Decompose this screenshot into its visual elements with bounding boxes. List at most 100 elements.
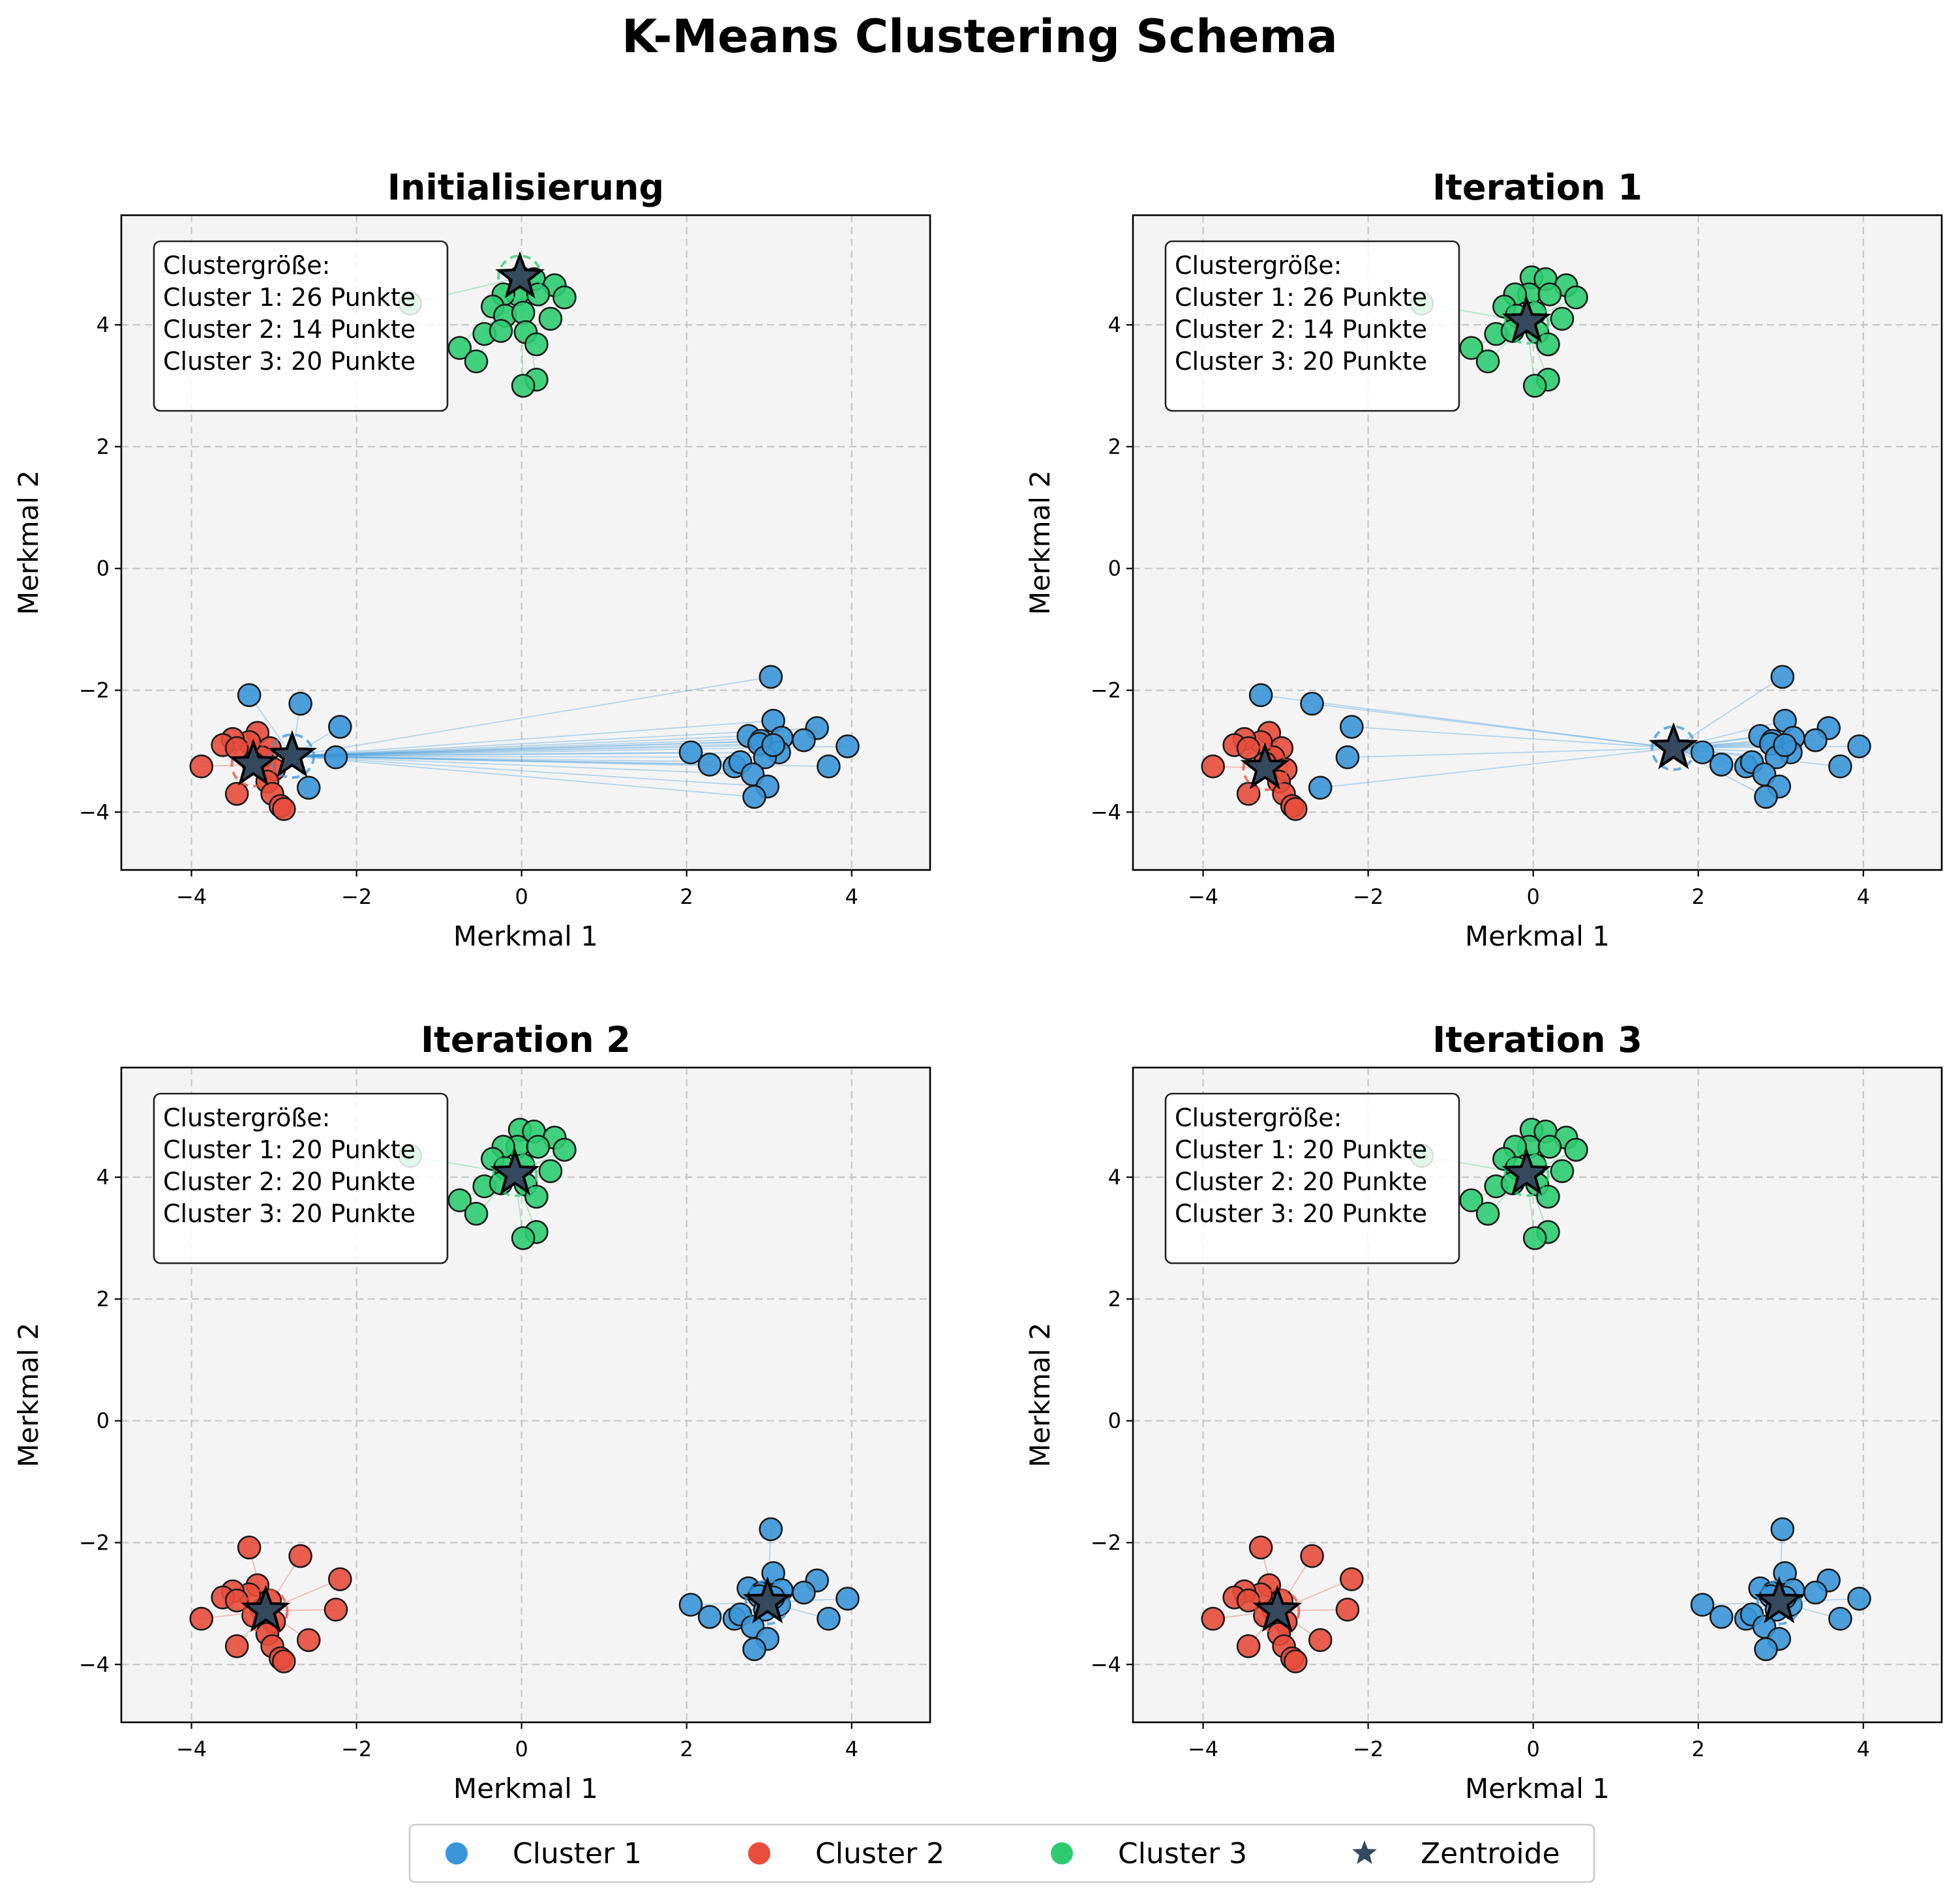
centroid-star-icon — [490, 1148, 540, 1195]
data-point — [1564, 285, 1588, 310]
info-box-line: Cluster 2: 20 Punkte — [1175, 1167, 1427, 1196]
y-tick-label: 2 — [1108, 434, 1121, 459]
centroid-halo — [1242, 745, 1288, 792]
assignment-line — [292, 751, 691, 757]
data-point — [678, 1593, 703, 1617]
assignment-line — [1261, 695, 1674, 749]
x-tick-label: 4 — [1857, 1737, 1870, 1761]
axes-frame — [120, 214, 931, 871]
data-point — [1770, 665, 1795, 689]
y-tick-label: −4 — [1091, 800, 1121, 824]
x-tick-label: −2 — [1353, 1737, 1383, 1761]
x-tick-label: −4 — [176, 884, 207, 909]
data-point — [697, 1605, 722, 1629]
centroid-halo — [1503, 1151, 1550, 1197]
data-point — [189, 1606, 214, 1631]
data-point — [761, 733, 785, 757]
info-box-frame — [153, 240, 449, 412]
y-tick-label: −2 — [1091, 1530, 1121, 1555]
info-box-line: Cluster 3: 20 Punkte — [1175, 1199, 1427, 1228]
legend-label: Cluster 1 — [513, 1837, 642, 1870]
data-point — [759, 665, 783, 689]
data-point — [1709, 753, 1734, 777]
assignment-line — [292, 755, 768, 787]
data-point — [552, 1137, 577, 1162]
info-box-line: Cluster 2: 14 Punkte — [163, 315, 415, 344]
assignment-line — [292, 740, 761, 757]
data-point — [1248, 1535, 1273, 1560]
data-point — [524, 332, 549, 357]
info-box-heading: Clustergröße: — [163, 251, 330, 280]
data-point — [1283, 797, 1308, 821]
y-tick-label: 4 — [1108, 312, 1121, 337]
info-box-line: Cluster 3: 20 Punkte — [163, 347, 415, 376]
info-box-frame — [153, 1092, 449, 1265]
info-box-frame — [1164, 240, 1460, 412]
x-tick-label: −2 — [341, 1737, 372, 1761]
data-point — [1236, 1634, 1261, 1658]
centroid-halo — [1503, 299, 1550, 345]
x-tick-label: −2 — [341, 884, 372, 909]
assignment-line — [292, 755, 740, 763]
data-point — [538, 1159, 563, 1184]
data-point — [1847, 734, 1871, 758]
legend-circle-icon — [1051, 1842, 1073, 1864]
data-point — [447, 336, 472, 360]
data-point — [511, 1226, 535, 1250]
data-point — [792, 728, 816, 753]
y-tick-label: −2 — [79, 678, 110, 702]
info-box-heading: Clustergröße: — [163, 1103, 330, 1132]
info-box-frame — [1164, 1092, 1460, 1265]
centroid-halo — [243, 1588, 289, 1634]
info-box-line: Cluster 3: 20 Punkte — [163, 1199, 415, 1228]
data-point — [759, 1517, 783, 1542]
assignment-line — [292, 755, 753, 775]
data-point — [1340, 1567, 1364, 1591]
info-box-line: Cluster 2: 20 Punkte — [163, 1167, 415, 1196]
data-point — [489, 319, 513, 343]
x-axis-label: Merkmal 1 — [453, 920, 598, 952]
x-axis-label: Merkmal 1 — [1465, 1773, 1610, 1804]
centroids — [241, 1148, 792, 1634]
info-box-line: Cluster 1: 26 Punkte — [1175, 283, 1427, 312]
x-tick-label: 0 — [515, 1737, 528, 1761]
centroid-star-icon — [1648, 722, 1698, 770]
data-point — [1537, 1135, 1562, 1159]
data-point — [296, 775, 321, 800]
panel-title: Initialisierung — [387, 167, 664, 208]
data-point — [1828, 1606, 1852, 1631]
legend-frame — [408, 1823, 1595, 1883]
centroid-star-icon — [742, 1576, 792, 1624]
info-box-heading: Clustergröße: — [1175, 251, 1342, 280]
assignment-line — [292, 676, 771, 757]
data-point — [1340, 715, 1364, 739]
data-point — [328, 715, 352, 739]
data-point — [1550, 307, 1575, 331]
data-point — [464, 1201, 489, 1226]
legend-circle-icon — [445, 1842, 468, 1864]
cluster-size-box: Clustergröße: Cluster 1: 26 Punkte Cluster… — [1164, 240, 1460, 412]
centroid-halo — [492, 1151, 538, 1197]
centroid-star-icon — [1240, 742, 1290, 790]
data-point — [1459, 1188, 1484, 1212]
data-point — [271, 1649, 296, 1673]
data-point — [552, 285, 577, 310]
assignment-line — [292, 755, 710, 766]
x-tick-label: 2 — [1692, 884, 1705, 909]
centroid-halo — [230, 741, 277, 788]
data-point — [526, 282, 550, 307]
x-axis-label: Merkmal 1 — [1465, 920, 1610, 952]
data-point — [237, 683, 262, 708]
data-point — [742, 1637, 766, 1662]
assignment-line — [1351, 726, 1674, 749]
x-tick-label: 4 — [845, 884, 858, 909]
data-point — [1709, 1605, 1734, 1629]
data-point — [1283, 1649, 1308, 1673]
data-point — [1770, 1517, 1795, 1542]
axes-frame — [120, 1066, 931, 1724]
panel-title: Iteration 2 — [421, 1019, 631, 1060]
x-tick-label: 2 — [1692, 1737, 1705, 1761]
data-point — [1522, 1226, 1547, 1250]
centroid-star-icon — [495, 251, 545, 299]
data-point — [447, 1188, 472, 1212]
